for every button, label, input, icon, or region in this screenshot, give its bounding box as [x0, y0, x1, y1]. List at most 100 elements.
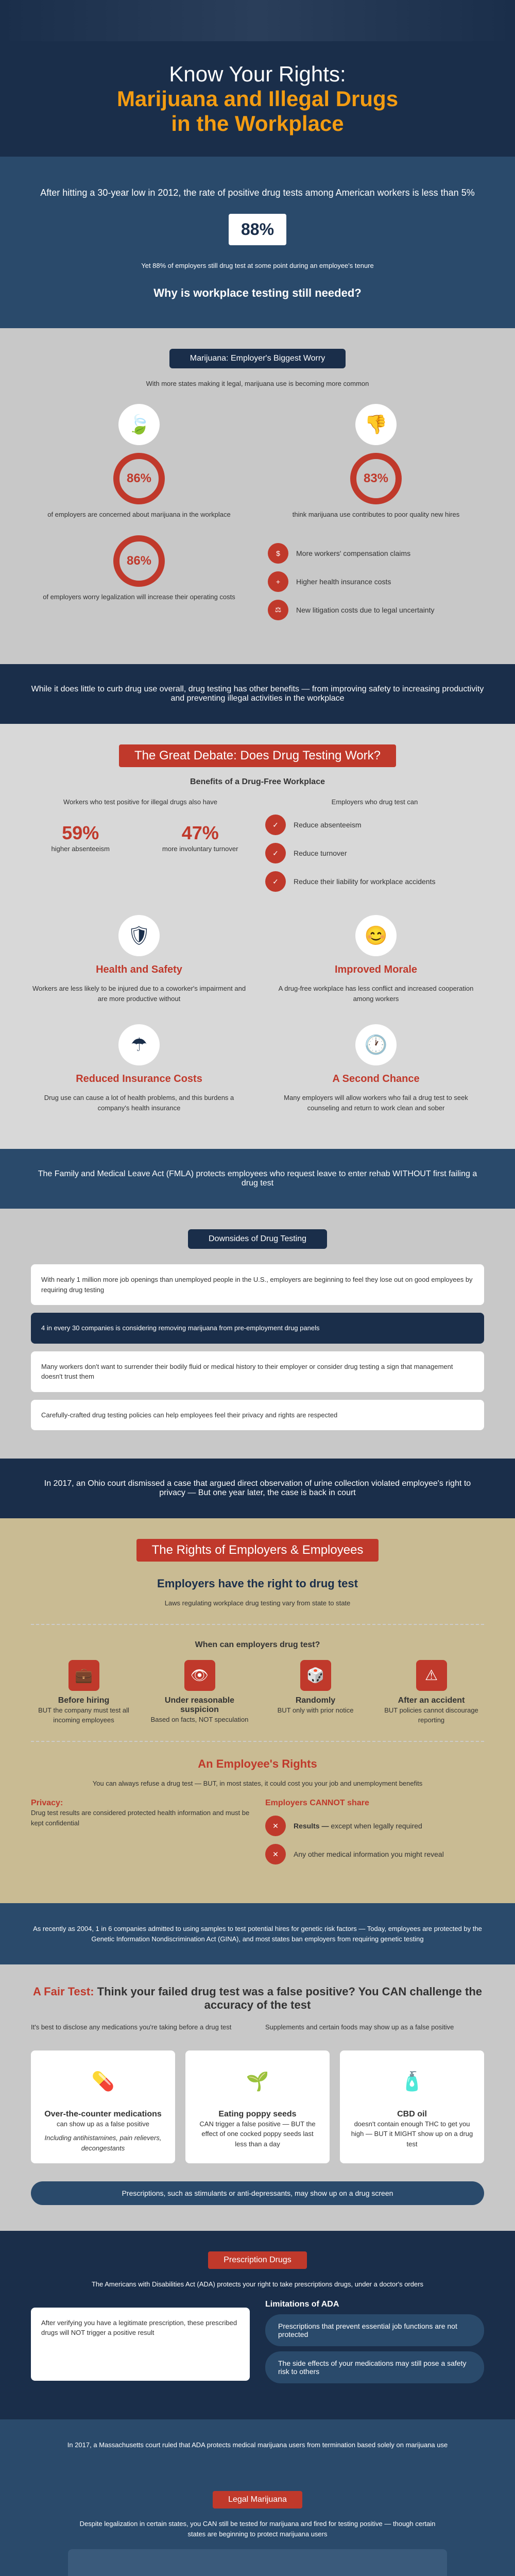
benefit-morale: 😊 Improved Morale A drug-free workplace …: [268, 915, 484, 1004]
concern-1: $More workers' compensation claims: [268, 543, 484, 564]
genetic-text: As recently as 2004, 1 in 6 companies ad…: [31, 1924, 484, 1944]
marijuana-heading: Marijuana: Employer's Biggest Worry: [169, 349, 346, 368]
ohio-text: In 2017, an Ohio court dismissed a case …: [31, 1479, 484, 1498]
when-grid: 💼 Before hiring BUT the company must tes…: [31, 1660, 484, 1725]
thumbs-down-icon: 👎: [355, 404, 397, 445]
rights-section: The Rights of Employers & Employees Empl…: [0, 1518, 515, 1903]
legal-section: Legal Marijuana Despite legalization in …: [0, 2470, 515, 2576]
infographic-root: Know Your Rights: Marijuana and Illegal …: [0, 0, 515, 2576]
when-4: ⚠ After an accident BUT policies cannot …: [379, 1660, 484, 1725]
fairtest-note: Prescriptions, such as stimulants or ant…: [31, 2181, 484, 2205]
when-2: 👁 Under reasonable suspicion Based on fa…: [147, 1660, 252, 1725]
downside-1: With nearly 1 million more job openings …: [31, 1264, 484, 1305]
benefit-insurance: ☂ Reduced Insurance Costs Drug use can c…: [31, 1024, 247, 1113]
fairtest-items: 💊 Over-the-counter medications can show …: [31, 2043, 484, 2172]
shield-icon: 🛡: [118, 915, 160, 956]
check-icon: ✓: [265, 843, 286, 863]
prescription-heading: Prescription Drugs: [208, 2251, 307, 2269]
debate-col1: Workers who test positive for illegal dr…: [31, 797, 250, 900]
debate-sub: Benefits of a Drug-Free Workplace: [31, 777, 484, 787]
header-decoration: [0, 0, 515, 41]
stat3-chart: 86%: [113, 535, 165, 587]
verify-box: After verifying you have a legitimate pr…: [31, 2308, 250, 2381]
concern-2: +Higher health insurance costs: [268, 571, 484, 592]
stat1-chart: 86%: [113, 453, 165, 504]
prescription-section: Prescription Drugs The Americans with Di…: [0, 2231, 515, 2419]
fairtest-poppy: 🌱 Eating poppy seeds CAN trigger a false…: [185, 2050, 330, 2164]
money-icon: $: [268, 543, 288, 564]
umbrella-icon: ☂: [118, 1024, 160, 1065]
fairtest-otc: 💊 Over-the-counter medications can show …: [31, 2050, 175, 2164]
downside-2: 4 in every 30 companies is considering r…: [31, 1313, 484, 1344]
transition1: While it does little to curb drug use ov…: [0, 664, 515, 724]
when-1: 💼 Before hiring BUT the company must tes…: [31, 1660, 136, 1725]
intro-section: After hitting a 30-year low in 2012, the…: [0, 157, 515, 328]
gavel-icon: ⚖: [268, 600, 288, 620]
title-prefix: Know Your Rights:: [169, 62, 346, 86]
check-icon: ✓: [265, 815, 286, 835]
us-map: NV · AZ · NM · AR · IL · MN · NY · PA · …: [68, 2549, 447, 2576]
title-suffix: in the Workplace: [171, 111, 344, 135]
intro-question: Why is workplace testing still needed?: [31, 286, 484, 300]
marijuana-section: Marijuana: Employer's Biggest Worry With…: [0, 328, 515, 664]
intro-text: After hitting a 30-year low in 2012, the…: [31, 188, 484, 198]
check-icon: ✓: [265, 871, 286, 892]
when-heading: When can employers drug test?: [31, 1640, 484, 1650]
downside-4: Carefully-crafted drug testing policies …: [31, 1400, 484, 1431]
marijuana-stat3: 86% of employers worry legalization will…: [31, 535, 247, 628]
genetic-section: As recently as 2004, 1 in 6 companies ad…: [0, 1903, 515, 1964]
mass-section: In 2017, a Massachusetts court ruled tha…: [0, 2419, 515, 2471]
cannot-col: Employers CANNOT share ✕Results — except…: [265, 1799, 484, 1872]
ada-text: The Americans with Disabilities Act (ADA…: [31, 2279, 484, 2290]
marijuana-sub: With more states making it legal, mariju…: [31, 379, 484, 389]
downside-3: Many workers don't want to surrender the…: [31, 1351, 484, 1392]
intro-stat-desc: Yet 88% of employers still drug test at …: [31, 261, 484, 271]
legal-desc: Despite legalization in certain states, …: [77, 2519, 438, 2539]
privacy-col: Privacy: Drug test results are considere…: [31, 1799, 250, 1872]
x-icon: ✕: [265, 1816, 286, 1836]
benefit-health: 🛡 Health and Safety Workers are less lik…: [31, 915, 247, 1004]
debate-heading: The Great Debate: Does Drug Testing Work…: [119, 744, 396, 767]
employee-heading: An Employee's Rights: [31, 1757, 484, 1771]
x-icon: ✕: [265, 1844, 286, 1865]
title-main: Marijuana and Illegal Drugs: [117, 87, 398, 111]
marijuana-stat1: 🍃 86% of employers are concerned about m…: [31, 404, 247, 520]
debate-col2: Employers who drug test can ✓Reduce abse…: [265, 797, 484, 900]
mass-text: In 2017, a Massachusetts court ruled tha…: [31, 2440, 484, 2450]
pill-icon: 💊: [82, 2061, 124, 2102]
rights-heading: The Rights of Employers & Employees: [136, 1539, 379, 1562]
clock-icon: 🕐: [355, 1024, 397, 1065]
fmla-section: The Family and Medical Leave Act (FMLA) …: [0, 1149, 515, 1209]
health-icon: +: [268, 571, 288, 592]
limitations-box: Limitations of ADA Prescriptions that pr…: [265, 2300, 484, 2388]
smile-icon: 😊: [355, 915, 397, 956]
benefit-chance: 🕐 A Second Chance Many employers will al…: [268, 1024, 484, 1113]
leaf-icon: 🍃: [118, 404, 160, 445]
oil-icon: 🧴: [391, 2061, 433, 2102]
warning-icon: ⚠: [416, 1660, 447, 1691]
seed-icon: 🌱: [237, 2061, 278, 2102]
when-3: 🎲 Randomly BUT only with prior notice: [263, 1660, 368, 1725]
briefcase-icon: 💼: [68, 1660, 99, 1691]
stat2-chart: 83%: [350, 453, 402, 504]
downsides-heading: Downsides of Drug Testing: [188, 1229, 327, 1249]
header-section: Know Your Rights: Marijuana and Illegal …: [0, 41, 515, 157]
debate-section: The Great Debate: Does Drug Testing Work…: [0, 724, 515, 1149]
benefits-grid: 🛡 Health and Safety Workers are less lik…: [31, 915, 484, 1113]
transition1-text: While it does little to curb drug use ov…: [31, 685, 484, 703]
col1-title: Workers who test positive for illegal dr…: [31, 797, 250, 807]
stat1-desc: of employers are concerned about marijua…: [31, 510, 247, 520]
main-title: Know Your Rights: Marijuana and Illegal …: [31, 62, 484, 136]
concern-3: ⚖New litigation costs due to legal uncer…: [268, 600, 484, 620]
fairtest-cbd: 🧴 CBD oil doesn't contain enough THC to …: [340, 2050, 484, 2164]
stat2-desc: think marijuana use contributes to poor …: [268, 510, 484, 520]
marijuana-stat2: 👎 83% think marijuana use contributes to…: [268, 404, 484, 520]
intro-stat: 88%: [229, 214, 286, 245]
downsides-section: Downsides of Drug Testing With nearly 1 …: [0, 1209, 515, 1459]
legal-heading: Legal Marijuana: [213, 2491, 302, 2509]
fmla-text: The Family and Medical Leave Act (FMLA) …: [31, 1170, 484, 1188]
dice-icon: 🎲: [300, 1660, 331, 1691]
employer-heading: Employers have the right to drug test: [31, 1577, 484, 1590]
concerns-list: $More workers' compensation claims +High…: [268, 535, 484, 628]
ohio-section: In 2017, an Ohio court dismissed a case …: [0, 1459, 515, 1518]
